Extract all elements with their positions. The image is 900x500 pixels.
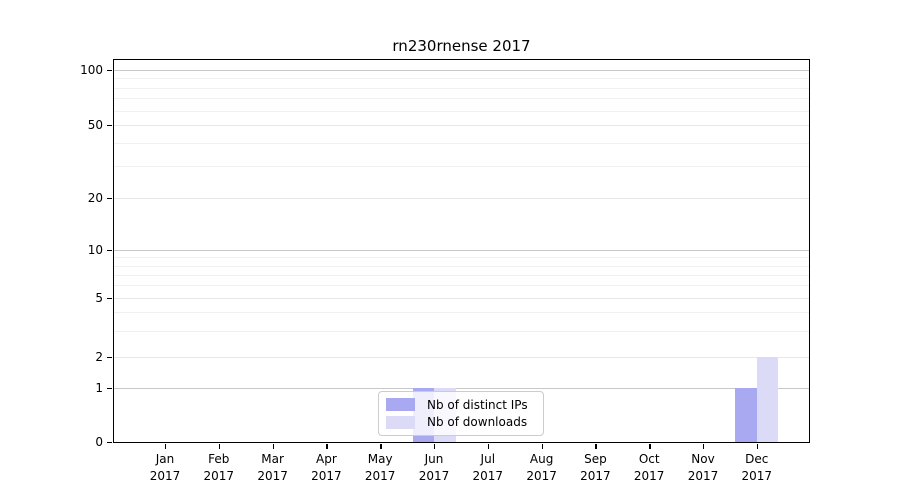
x-tick-label-nov: Nov 2017 [672,451,734,484]
plot-area [113,59,810,443]
x-tick-year: 2017 [311,468,342,483]
x-tick-mark [595,444,597,449]
x-tick-label-jan: Jan 2017 [134,451,196,484]
x-tick-month: Jan [155,452,175,466]
bar-downloads-dec [756,357,779,443]
minor-gridline [113,265,810,267]
legend-label-downloads: Nb of downloads [427,415,528,430]
major-gridline [113,250,810,251]
x-tick-month: Oct [638,452,660,466]
legend-item-distinct-ips: Nb of distinct IPs [386,398,536,412]
y-tick-mark [107,298,112,300]
x-tick-mark [218,444,221,449]
x-tick-mark [326,444,328,449]
y-tick-mark [107,388,112,390]
x-tick-year: 2017 [149,468,181,483]
minor-gridline [113,257,810,259]
x-tick-year: 2017 [203,468,235,483]
gridline [113,125,810,126]
x-tick-month: Sep [584,452,607,466]
x-tick-month: Jun [424,452,444,466]
x-tick-year: 2017 [580,468,611,483]
minor-gridline [113,110,810,112]
legend: Nb of distinct IPs Nb of downloads [378,391,544,436]
x-tick-label-sep: Sep 2017 [564,451,626,484]
y-tick-label: 10 [87,243,103,257]
y-tick-label: 0 [95,435,103,449]
x-tick-mark [541,444,543,449]
y-tick-mark [107,442,112,444]
y-tick-mark [107,250,112,252]
x-tick-label-dec: Dec 2017 [726,451,788,484]
minor-gridline [113,142,810,144]
x-tick-mark [165,444,167,449]
gridline [113,298,810,299]
legend-label-distinct-ips: Nb of distinct IPs [427,397,528,412]
chart-title: rn230rnense 2017 [392,37,531,55]
x-tick-label-jul: Jul 2017 [457,451,519,484]
x-tick-month: Feb [208,452,230,466]
x-tick-mark [272,444,274,449]
y-tick-label: 50 [87,118,103,132]
x-tick-month: Jul [480,452,496,466]
x-tick-label-mar: Mar 2017 [242,451,304,484]
x-tick-label-feb: Feb 2017 [188,451,250,484]
minor-gridline [113,330,810,332]
x-tick-month: Dec [745,452,769,466]
x-tick-month: May [367,452,393,466]
x-tick-label-oct: Oct 2017 [618,451,680,484]
gridline [113,198,810,199]
x-tick-mark [487,444,490,449]
x-tick-label-aug: Aug 2017 [511,451,573,484]
y-tick-mark [107,357,112,359]
x-tick-label-apr: Apr 2017 [295,451,357,484]
gridline [113,357,810,358]
legend-swatch-downloads [386,415,415,429]
x-tick-label-may: May 2017 [349,451,411,484]
major-gridline [113,70,810,71]
y-tick-label: 5 [95,291,103,305]
x-tick-mark [434,444,436,449]
x-tick-month: Mar [261,452,284,466]
x-tick-mark [380,444,382,449]
minor-gridline [113,274,810,276]
y-tick-label: 1 [95,381,103,395]
x-tick-year: 2017 [418,468,450,483]
x-tick-month: Aug [529,452,554,466]
minor-gridline [113,87,810,89]
bar-distinct-ips-dec [735,388,757,443]
y-tick-mark [107,70,112,72]
y-tick-mark [107,198,112,200]
x-tick-month: Nov [691,452,715,466]
y-tick-mark [107,125,112,127]
y-tick-label: 100 [80,63,103,77]
legend-swatch-distinct-ips [386,398,415,412]
minor-gridline [113,78,810,80]
minor-gridline [113,285,810,287]
x-tick-year: 2017 [257,468,288,483]
x-tick-month: Apr [316,452,337,466]
x-tick-year: 2017 [633,468,665,483]
y-tick-label: 20 [87,191,103,205]
minor-gridline [113,98,810,100]
x-tick-year: 2017 [472,468,504,483]
x-tick-year: 2017 [741,468,773,483]
legend-item-downloads: Nb of downloads [386,415,536,429]
minor-gridline [113,165,810,167]
x-tick-year: 2017 [526,468,557,483]
x-tick-year: 2017 [364,468,396,483]
x-tick-mark [649,444,651,449]
x-tick-mark [756,444,759,449]
y-tick-label: 2 [95,350,103,364]
x-tick-mark [703,444,705,449]
x-tick-year: 2017 [687,468,719,483]
minor-gridline [113,312,810,314]
x-tick-label-jun: Jun 2017 [403,451,465,484]
major-gridline [113,388,810,389]
